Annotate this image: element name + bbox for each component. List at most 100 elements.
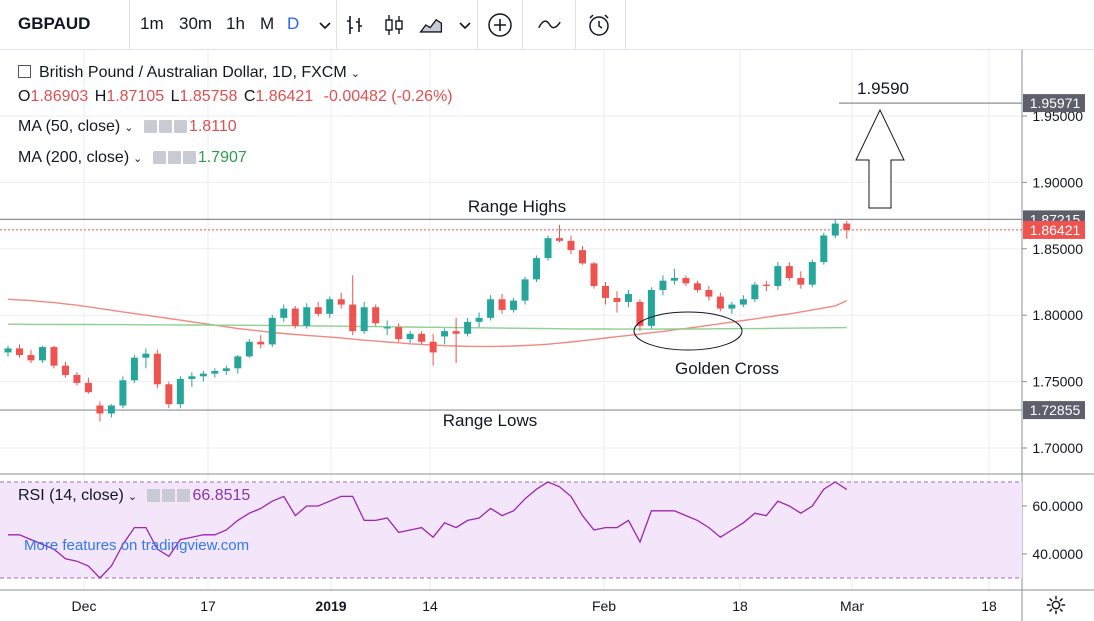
candle-body: [119, 380, 127, 406]
interval-1h[interactable]: 1h: [226, 14, 245, 33]
legend-title: British Pound / Australian Dollar, 1D, F…: [39, 64, 347, 81]
chevron-down-icon[interactable]: [452, 12, 478, 38]
range-lows-label: Range Lows: [443, 411, 538, 430]
price-label-text: 1.86421: [1030, 222, 1081, 238]
candle-body: [487, 299, 495, 318]
candle-body: [96, 405, 104, 414]
toolbar-divider: [129, 0, 130, 50]
close-icon[interactable]: [182, 151, 196, 165]
candle-body: [211, 370, 219, 374]
chevron-down-icon[interactable]: ⌄: [127, 491, 138, 504]
horizontal-lines: [0, 102, 1022, 411]
candle-body: [257, 341, 265, 345]
price-axis: 1.950001.900001.850001.800001.750001.700…: [1022, 94, 1085, 562]
candle-body: [533, 258, 541, 280]
rsi-band-lines: [0, 481, 1022, 579]
add-indicator-icon[interactable]: [487, 12, 513, 38]
chevron-down-icon[interactable]: ⌄: [124, 122, 134, 135]
ma200-value: 1.7907: [197, 149, 247, 167]
rsi-label: RSI (14, close): [18, 487, 124, 505]
candle-body: [716, 296, 724, 309]
tradingview-watermark[interactable]: More features on tradingview.com: [24, 537, 250, 554]
chevron-down-icon[interactable]: ⌄: [133, 153, 143, 166]
ma50-label: MA (50, close): [18, 118, 121, 136]
indicator-buttons[interactable]: [143, 118, 189, 136]
candle-body: [521, 279, 529, 301]
interval-month[interactable]: M: [260, 14, 275, 33]
candle-body: [199, 373, 207, 377]
close-icon[interactable]: [173, 120, 187, 134]
candle-body: [843, 223, 851, 230]
chevron-down-icon[interactable]: ⌄: [350, 68, 360, 80]
settings-icon[interactable]: [162, 489, 176, 503]
time-axis: Dec 17 2019 14 Feb 18 Mar 18: [72, 598, 997, 614]
eye-icon[interactable]: [147, 489, 161, 503]
rsi-tick-label: 60.0000: [1032, 498, 1083, 514]
interval-day[interactable]: D: [287, 14, 300, 33]
indicator-buttons[interactable]: [147, 487, 192, 505]
price-label-box: [1023, 401, 1085, 420]
legend-ma200-row[interactable]: MA (200, close) ⌄ 1.7907: [18, 149, 247, 167]
symbol-search[interactable]: GBPAUD: [18, 14, 91, 33]
chevron-down-icon[interactable]: [312, 12, 338, 38]
gear-icon[interactable]: [1044, 594, 1068, 616]
eye-icon[interactable]: [143, 120, 157, 134]
legend-rsi-row[interactable]: RSI (14, close) ⌄ 66.8515: [18, 487, 250, 505]
area-chart-icon[interactable]: [418, 12, 444, 38]
candle-body: [705, 289, 713, 297]
candle-body: [820, 235, 828, 263]
toolbar-divider: [625, 0, 626, 50]
candle-body: [808, 262, 816, 285]
alarm-icon[interactable]: [586, 12, 612, 38]
collapse-legend-icon[interactable]: [18, 65, 31, 78]
change-value: -0.00482 (-0.26%): [323, 88, 453, 105]
price-label-text: 1.72855: [1030, 402, 1081, 418]
close-icon[interactable]: [177, 489, 191, 503]
candle-body: [728, 304, 736, 309]
low-value: 1.85758: [179, 88, 238, 105]
candle-body: [693, 283, 701, 290]
time-tick-label: 18: [732, 598, 748, 614]
candle-body: [590, 263, 598, 286]
price-tick-label: 1.90000: [1032, 174, 1083, 190]
candle-body: [441, 331, 449, 337]
candle-body: [349, 304, 357, 332]
toolbar-divider: [575, 0, 576, 50]
golden-cross-label: Golden Cross: [675, 359, 779, 378]
candle-body: [4, 348, 12, 353]
legend-ma50-row[interactable]: MA (50, close) ⌄ 1.8110: [18, 118, 237, 136]
candle-body: [142, 353, 150, 358]
settings-icon[interactable]: [158, 120, 172, 134]
bar-style-icon[interactable]: [342, 12, 368, 38]
candle-body: [84, 382, 92, 393]
ma50-value: 1.8110: [188, 118, 237, 136]
candle-body: [797, 278, 805, 285]
settings-icon[interactable]: [167, 151, 181, 165]
toolbar-divider: [522, 0, 523, 50]
candle-body: [682, 278, 690, 284]
candle-body: [739, 299, 747, 305]
interval-1m[interactable]: 1m: [140, 14, 164, 33]
candle-body: [567, 240, 575, 251]
candle-body: [785, 266, 793, 279]
candle-body: [624, 293, 632, 302]
candle-style-icon[interactable]: [381, 12, 407, 38]
candle-body: [429, 341, 437, 353]
candle-body: [153, 353, 161, 385]
rsi-line: [8, 481, 848, 579]
candle-body: [636, 301, 644, 326]
candle-body: [406, 333, 414, 340]
candle-body: [73, 374, 81, 383]
legend-title-row: British Pound / Australian Dollar, 1D, F…: [18, 64, 360, 82]
indicator-buttons[interactable]: [152, 149, 198, 167]
interval-30m[interactable]: 30m: [179, 14, 213, 33]
candle-body: [176, 378, 184, 405]
high-value: 1.87105: [106, 88, 165, 105]
close-value: 1.86421: [255, 88, 314, 105]
close-label: C: [243, 88, 256, 105]
eye-icon[interactable]: [152, 151, 166, 165]
candle-body: [395, 327, 403, 340]
candle-body: [647, 289, 655, 326]
line-compare-icon[interactable]: [536, 12, 562, 38]
